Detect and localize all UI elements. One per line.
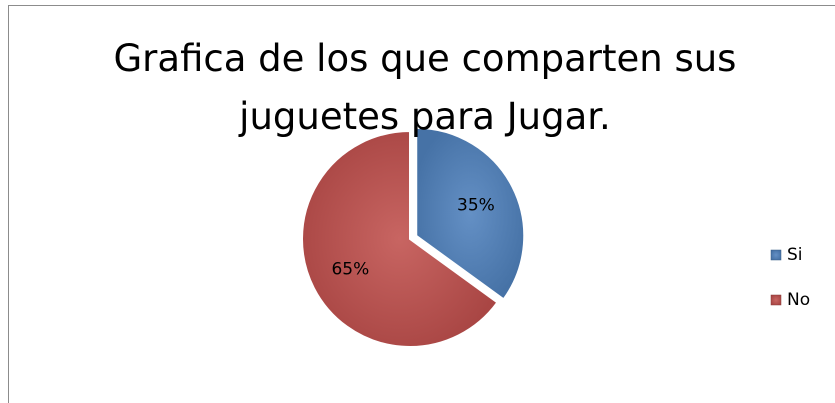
chart-title: Grafica de los que comparten sus juguete… xyxy=(113,37,737,138)
data-label: 65% xyxy=(331,259,369,279)
legend-swatch xyxy=(770,294,782,306)
pie-slice xyxy=(415,126,526,301)
legend-label: Si xyxy=(787,245,803,265)
legend-swatch xyxy=(770,249,782,261)
pie-slice xyxy=(301,129,499,348)
legend-label: No xyxy=(787,290,810,310)
data-label: 35% xyxy=(457,195,495,215)
